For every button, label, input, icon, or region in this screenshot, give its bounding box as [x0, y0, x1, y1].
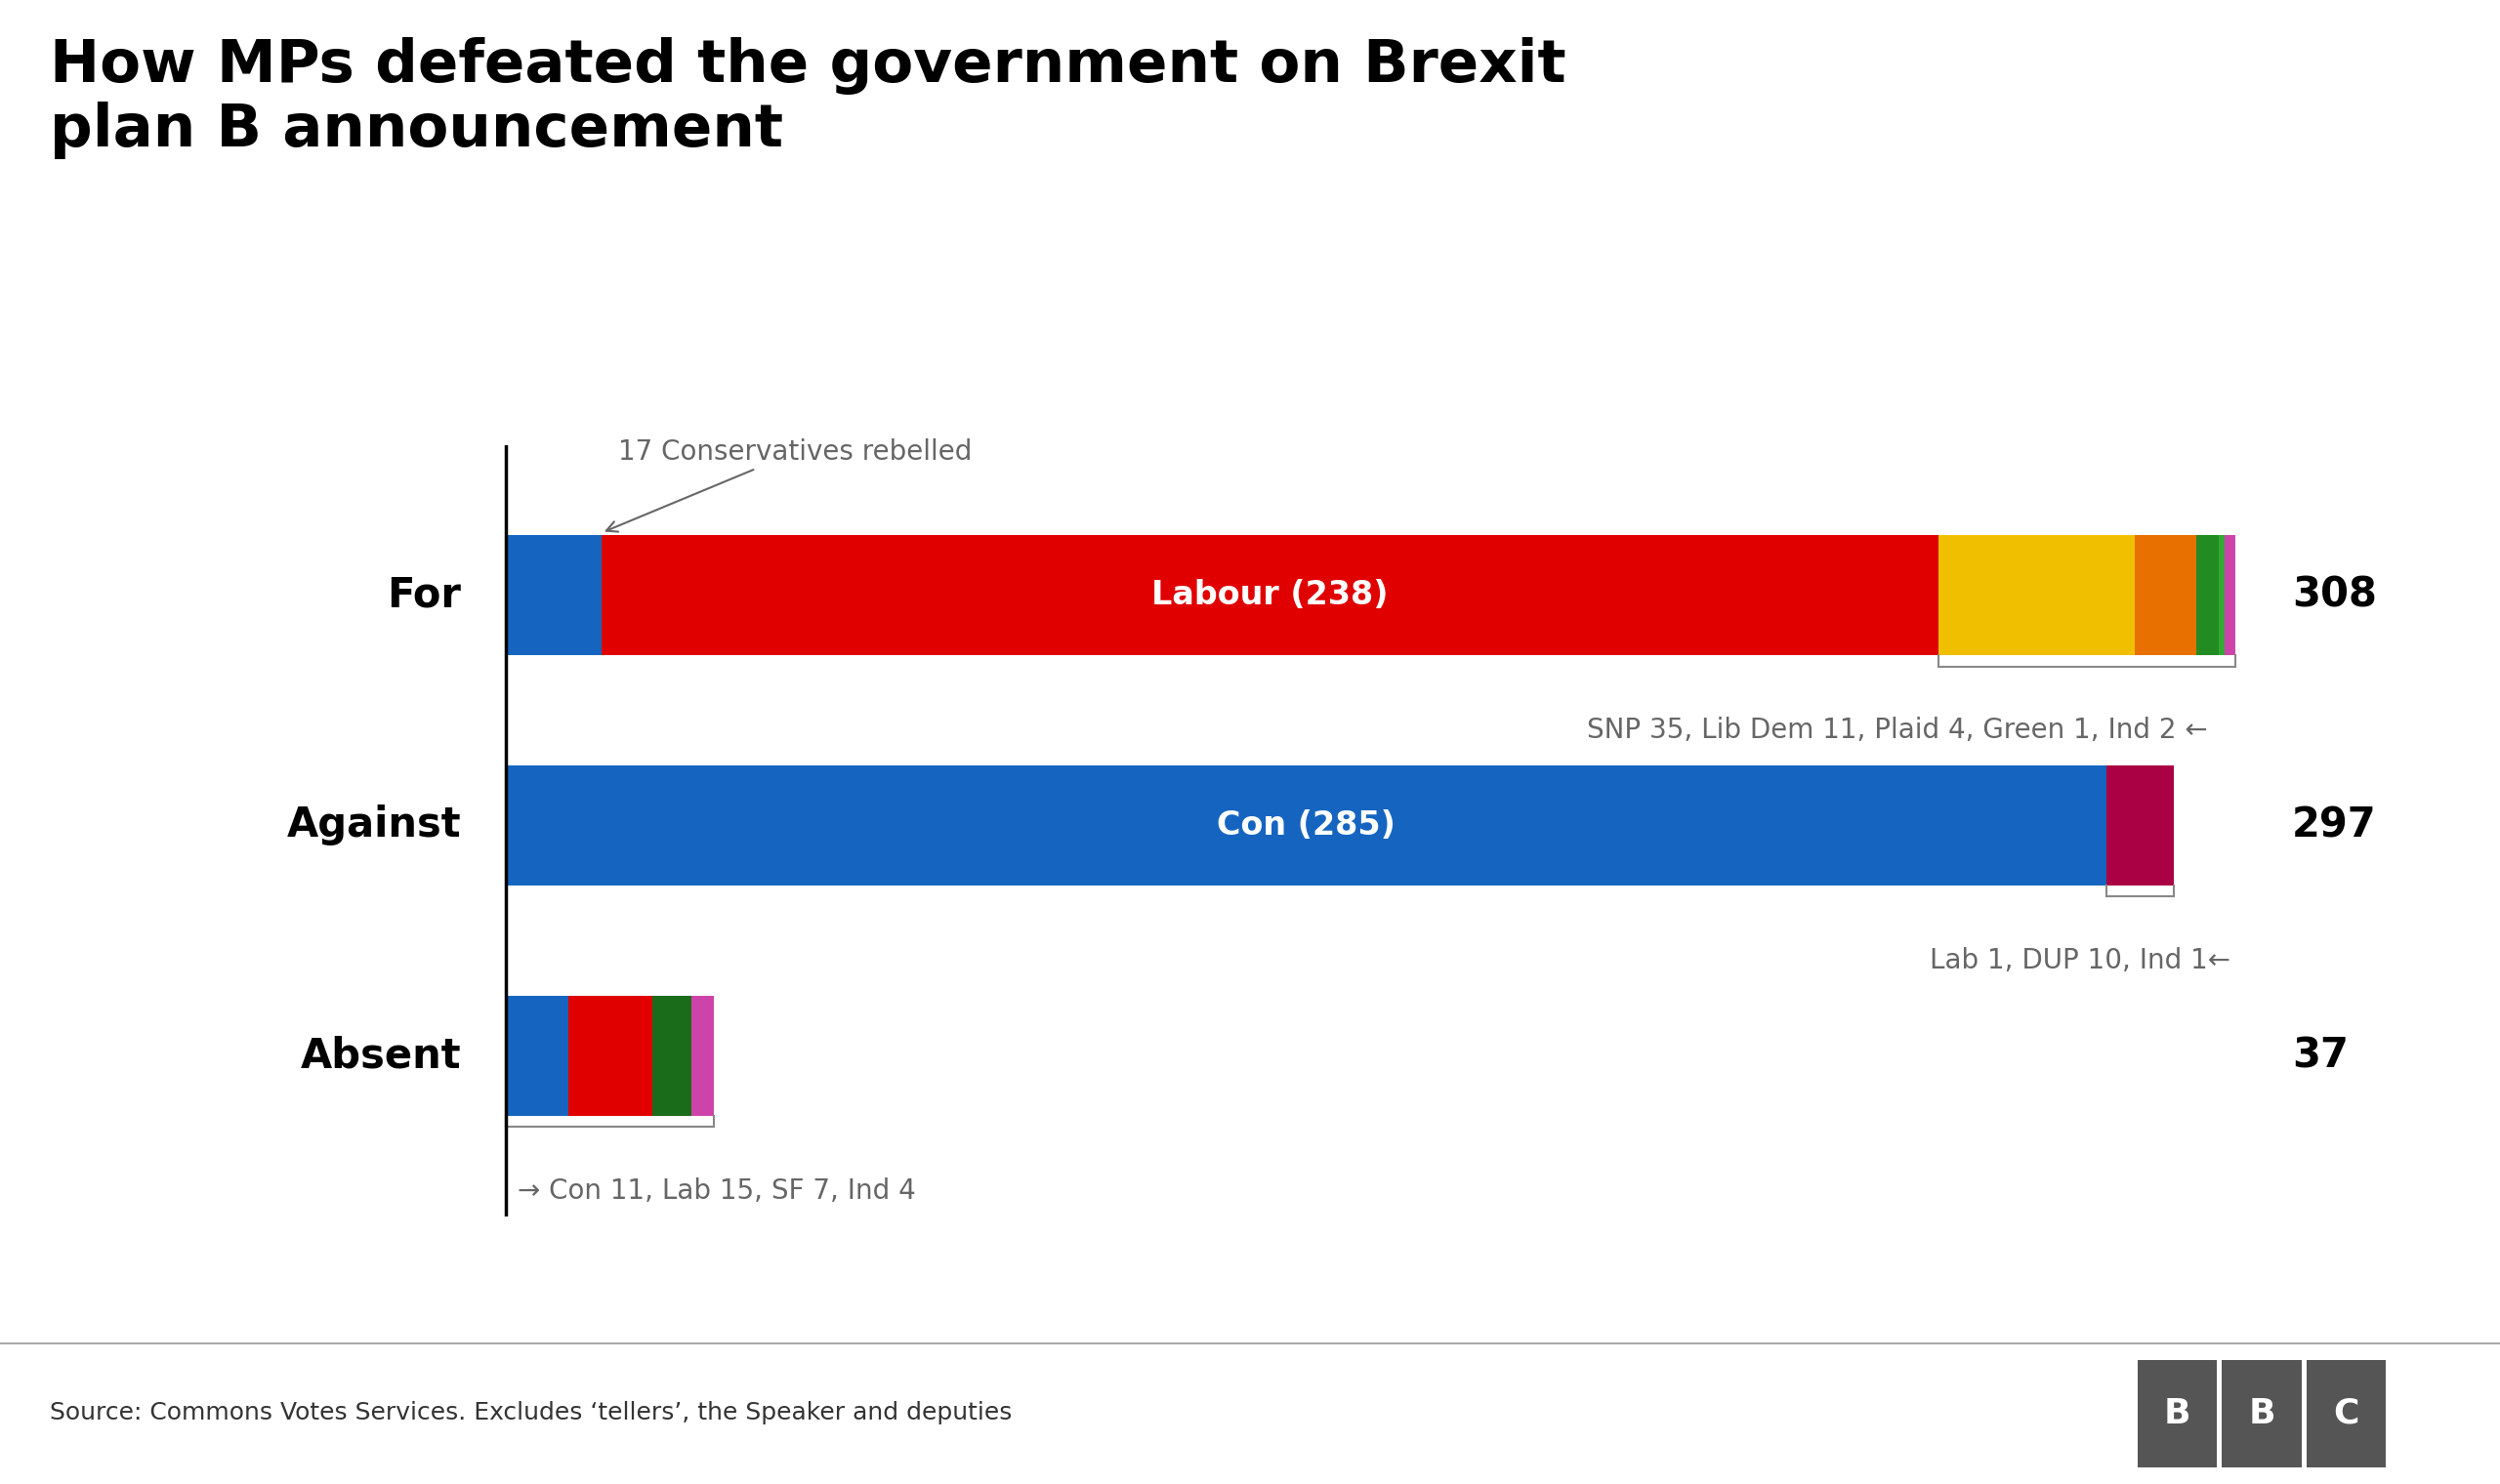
- Text: How MPs defeated the government on Brexit
plan B announcement: How MPs defeated the government on Brexi…: [50, 37, 1565, 159]
- Text: 37: 37: [2292, 1036, 2347, 1076]
- Text: 308: 308: [2292, 574, 2378, 616]
- Text: B: B: [2165, 1396, 2190, 1431]
- Bar: [1938, 536, 2135, 654]
- Bar: [2225, 536, 2235, 654]
- Text: Absent: Absent: [300, 1036, 460, 1076]
- FancyBboxPatch shape: [2222, 1359, 2302, 1468]
- Bar: [2198, 536, 2220, 654]
- Bar: [602, 536, 1938, 654]
- FancyBboxPatch shape: [2138, 1359, 2218, 1468]
- Text: Con (285): Con (285): [1218, 809, 1395, 841]
- Bar: [2135, 536, 2198, 654]
- Text: C: C: [2332, 1396, 2360, 1431]
- Bar: [693, 996, 715, 1116]
- Bar: [2220, 536, 2225, 654]
- Text: Labour (238): Labour (238): [1152, 579, 1388, 611]
- Bar: [505, 766, 2108, 884]
- Text: 17 Conservatives rebelled: 17 Conservatives rebelled: [605, 439, 972, 531]
- Bar: [505, 536, 602, 654]
- Bar: [568, 996, 652, 1116]
- Text: 297: 297: [2292, 804, 2378, 846]
- Bar: [2108, 766, 2175, 884]
- Text: Source: Commons Votes Services. Excludes ‘tellers’, the Speaker and deputies: Source: Commons Votes Services. Excludes…: [50, 1401, 1012, 1425]
- FancyBboxPatch shape: [2308, 1359, 2385, 1468]
- Bar: [505, 996, 568, 1116]
- Text: → Con 11, Lab 15, SF 7, Ind 4: → Con 11, Lab 15, SF 7, Ind 4: [518, 1178, 915, 1205]
- Text: For: For: [388, 574, 460, 616]
- Text: B: B: [2248, 1396, 2275, 1431]
- Text: SNP 35, Lib Dem 11, Plaid 4, Green 1, Ind 2 ←: SNP 35, Lib Dem 11, Plaid 4, Green 1, In…: [1588, 717, 2208, 745]
- Text: Lab 1, DUP 10, Ind 1←: Lab 1, DUP 10, Ind 1←: [1930, 947, 2230, 975]
- Bar: [653, 996, 693, 1116]
- Text: Against: Against: [288, 804, 460, 846]
